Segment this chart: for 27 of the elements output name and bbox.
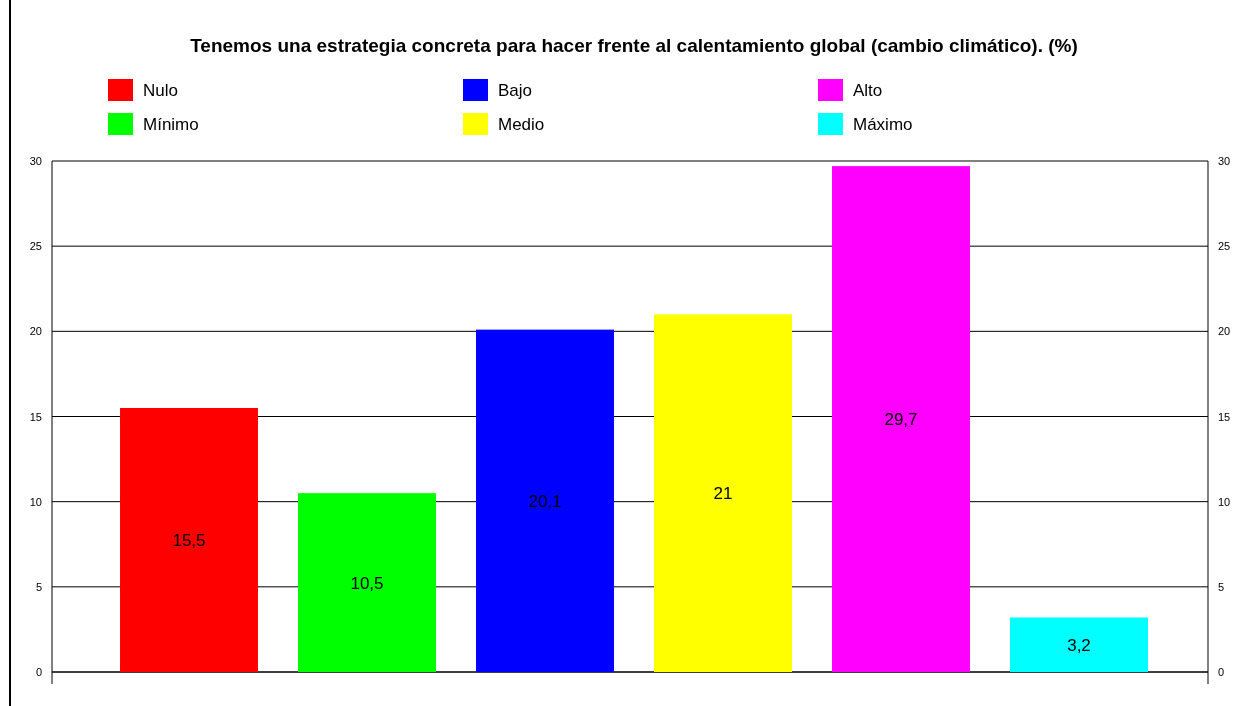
y-tick-label: 5	[35, 580, 42, 593]
y-tick-label: 15	[29, 410, 42, 423]
text: 29,7	[884, 410, 918, 430]
text: 10,5	[350, 573, 384, 593]
y-tick-label: 20	[29, 325, 42, 338]
text: 20,1	[528, 491, 562, 511]
text: 3,2	[1067, 635, 1091, 655]
chart-title: Tenemos una estrategia concreta para hacer frente al calentamiento global (cambio climático). (%)	[190, 35, 1078, 56]
legend-label: Nulo	[143, 81, 178, 100]
y2-tick-label: 20	[1218, 325, 1231, 338]
y2-tick-label: 15	[1218, 410, 1231, 423]
y-tick-label: 25	[29, 240, 42, 253]
legend-label: Medio	[498, 115, 545, 134]
legend-label: Bajo	[498, 81, 533, 100]
text: 15,5	[172, 530, 206, 550]
y-tick-label: 0	[35, 666, 42, 678]
y-tick-label: 10	[29, 495, 42, 508]
y2-tick-label: 5	[1218, 580, 1225, 593]
legend-label: Mínimo	[143, 115, 199, 134]
y-tick-label: 30	[29, 155, 42, 167]
legend-label: Alto	[853, 81, 883, 100]
y2-tick-label: 10	[1218, 495, 1231, 508]
text: 21	[713, 484, 733, 504]
y2-tick-label: 30	[1218, 155, 1231, 167]
y2-tick-label: 25	[1218, 240, 1231, 253]
y2-tick-label: 0	[1218, 666, 1225, 678]
legend-label: Máximo	[853, 115, 913, 134]
